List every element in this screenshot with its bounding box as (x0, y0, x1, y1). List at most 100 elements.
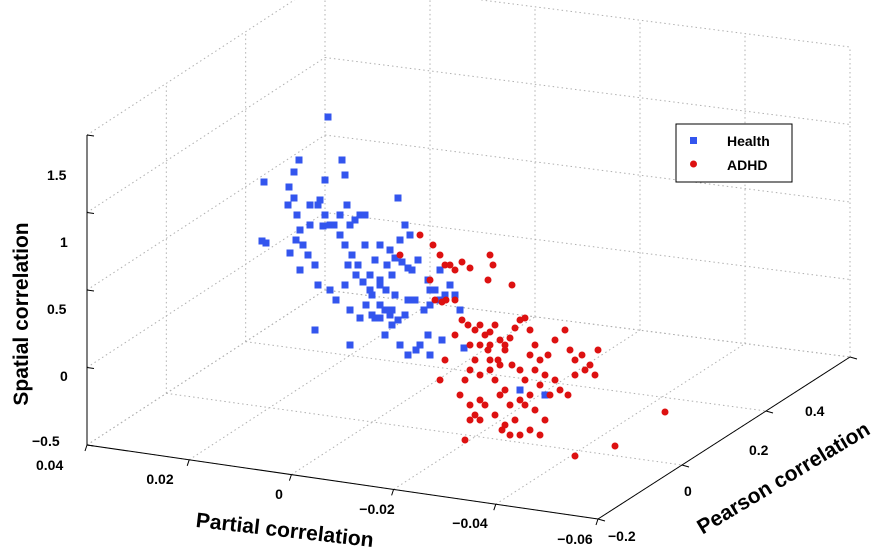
data-point-health (368, 291, 376, 299)
data-point-health (424, 331, 432, 339)
data-point-adhd (551, 376, 559, 384)
data-point-adhd (491, 411, 499, 419)
floor-grid-line (86, 289, 326, 446)
y-tick-label: −0.2 (608, 528, 636, 544)
data-point-adhd (461, 436, 469, 444)
x-tick-label: −0.04 (452, 515, 488, 531)
data-point-health (420, 306, 428, 314)
data-point-adhd (586, 361, 594, 369)
data-point-adhd (526, 351, 534, 359)
data-point-adhd (544, 351, 552, 359)
data-point-health (366, 271, 374, 279)
legend-label-health: Health (727, 133, 770, 149)
floor-grid-line (245, 341, 767, 412)
data-point-health (362, 301, 370, 309)
data-point-adhd (661, 408, 669, 416)
data-point-health (348, 251, 356, 259)
data-point-health (381, 331, 389, 339)
data-point-adhd (508, 281, 516, 289)
data-point-adhd (511, 416, 519, 424)
y-tick-mark (765, 410, 774, 414)
data-point-adhd (476, 321, 484, 329)
data-point-health (258, 237, 266, 245)
data-point-adhd (531, 406, 539, 414)
data-point-health (321, 176, 329, 184)
data-point-health (361, 211, 369, 219)
left-wall-grid-line (86, 212, 326, 368)
y-axis-line (597, 356, 851, 520)
z-tick-labels: −0.5 0 0.5 1 1.5 (32, 167, 68, 449)
data-point-health (336, 211, 344, 219)
data-point-adhd (506, 401, 514, 409)
data-point-adhd (458, 316, 466, 324)
left-wall-grid-line (86, 0, 296, 136)
data-point-adhd (501, 386, 509, 394)
data-point-health (431, 286, 439, 294)
data-point-adhd (496, 336, 504, 344)
z-tick-label: −0.5 (32, 433, 60, 449)
data-point-health (391, 254, 399, 262)
data-point-adhd (536, 381, 544, 389)
data-point-health (382, 286, 390, 294)
data-point-adhd (526, 326, 534, 334)
back-wall-grid-line (324, 212, 851, 280)
y-tick-label: 0 (684, 483, 692, 499)
data-point-adhd (594, 346, 602, 354)
y-tick-label: 0.2 (749, 442, 769, 458)
data-point-health (296, 266, 304, 274)
data-point-adhd (436, 251, 444, 259)
data-point-adhd (451, 331, 459, 339)
data-point-health (285, 183, 293, 191)
data-point-adhd (441, 261, 449, 269)
data-point-health (336, 231, 344, 239)
data-point-health (451, 291, 459, 299)
data-point-adhd (511, 324, 519, 332)
data-point-adhd (456, 391, 464, 399)
z-axis-label: Spatial correlation (10, 222, 33, 405)
data-point-adhd (526, 391, 534, 399)
data-point-adhd (446, 261, 454, 269)
data-point-health (314, 201, 322, 209)
z-tick-mark (86, 212, 95, 214)
data-point-health (326, 221, 334, 229)
data-point-health (299, 241, 307, 249)
data-point-health (351, 216, 359, 224)
data-point-adhd (566, 346, 574, 354)
data-point-adhd (541, 371, 549, 379)
data-point-health (366, 286, 374, 294)
x-axis-label: Partial correlation (195, 509, 375, 552)
data-point-health (404, 296, 412, 304)
data-point-health (290, 168, 298, 176)
data-point-health (260, 178, 268, 186)
data-point-health (321, 211, 329, 219)
data-point-adhd (531, 341, 539, 349)
x-tick-mark (186, 459, 190, 466)
data-point-adhd (556, 386, 564, 394)
legend: Health ADHD (675, 123, 793, 183)
data-point-adhd (546, 391, 554, 399)
z-tick-mark (86, 134, 95, 137)
data-point-adhd (486, 356, 494, 364)
data-point-health (286, 249, 294, 257)
grid-layer (86, 0, 851, 520)
floor-grid-line (291, 316, 536, 476)
data-point-health (401, 221, 409, 229)
data-point-adhd (486, 328, 494, 336)
y-tick-mark (681, 464, 690, 468)
x-tick-label: 0.04 (36, 457, 63, 473)
data-point-health (296, 226, 304, 234)
data-point-adhd (521, 401, 529, 409)
data-point-health (332, 296, 340, 304)
data-point-adhd (571, 371, 579, 379)
data-point-health (341, 171, 349, 179)
x-tick-mark (595, 518, 599, 526)
data-point-adhd (476, 396, 484, 404)
data-point-adhd (521, 314, 529, 322)
data-point-health (381, 306, 389, 314)
data-point-adhd (531, 366, 539, 374)
data-point-health (311, 326, 319, 334)
data-point-health (376, 281, 384, 289)
data-point-health (356, 314, 364, 322)
data-point-adhd (536, 431, 544, 439)
data-point-adhd (551, 336, 559, 344)
